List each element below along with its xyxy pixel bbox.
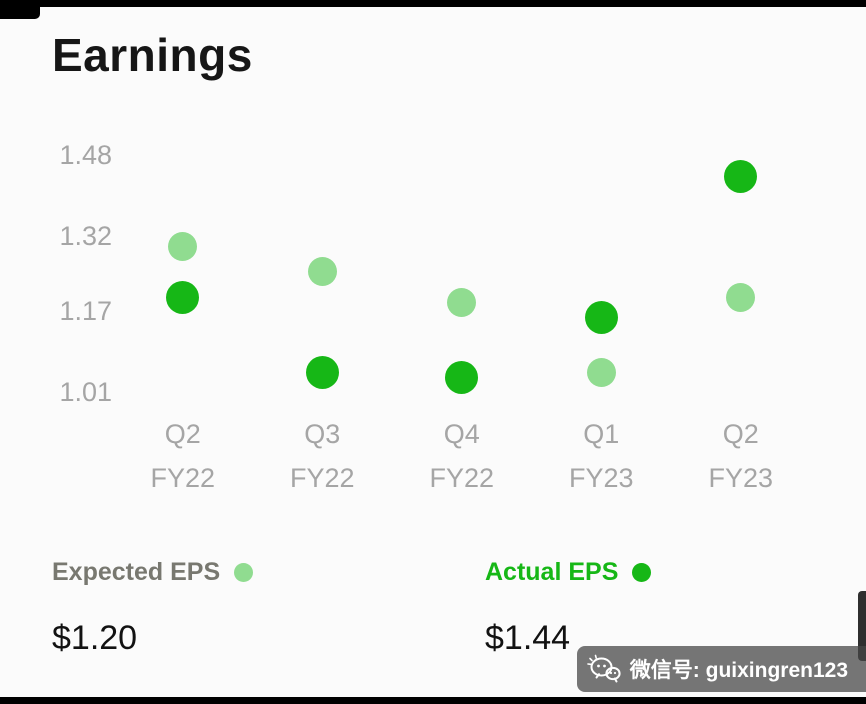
actual-eps-label: Actual EPS [485,558,619,586]
x-tick-label: Q2 FY22 [118,412,248,500]
x-tick-quarter: Q1 [583,419,620,449]
legend-expected-eps: Expected EPS [52,558,254,587]
actual-eps-point-q3-fy22[interactable] [305,356,339,390]
expected-eps-point-q3-fy22[interactable] [307,257,337,287]
expected-eps-label: Expected EPS [52,558,221,586]
x-tick-label: Q2 FY23 [676,412,806,500]
x-tick-quarter: Q3 [304,419,341,449]
top-border [0,0,866,7]
expected-eps-legend-dot [234,563,254,582]
actual-eps-point-q2-fy23[interactable] [724,159,758,193]
bottom-border [0,697,866,704]
x-tick-label: Q4 FY22 [397,412,527,500]
actual-eps-point-q1-fy23[interactable] [584,300,618,334]
expected-eps-point-q1-fy23[interactable] [586,358,616,388]
page-title: Earnings [52,29,253,81]
x-tick-label: Q1 FY23 [536,412,666,500]
actual-eps-legend-dot [632,563,652,582]
x-tick-fiscal-year: FY22 [289,463,355,493]
y-tick-label: 1.32 [59,220,112,251]
x-tick-fiscal-year: FY23 [708,463,774,493]
actual-eps-point-q2-fy22[interactable] [166,280,200,314]
y-tick-label: 1.01 [59,377,112,407]
legend-actual-eps: Actual EPS [485,558,652,587]
top-left-mark [0,0,40,19]
x-tick-fiscal-year: FY22 [150,463,216,493]
watermark-text: 微信号: guixingren123 [629,659,848,682]
y-tick-label: 1.17 [59,296,112,327]
expected-eps-point-q2-fy23[interactable] [726,282,756,312]
expected-eps-point-q2-fy22[interactable] [168,232,198,262]
actual-eps-point-q4-fy22[interactable] [445,361,479,395]
x-tick-label: Q3 FY22 [257,412,387,500]
watermark: 微信号: guixingren123 [576,646,866,692]
expected-eps-point-q4-fy22[interactable] [447,287,477,317]
x-tick-quarter: Q2 [164,419,201,449]
actual-eps-value: $1.44 [485,619,571,657]
x-tick-quarter: Q4 [443,419,480,449]
wechat-icon [586,654,621,684]
x-tick-fiscal-year: FY23 [568,463,634,493]
y-tick-label: 1.48 [59,139,112,170]
expected-eps-value: $1.20 [52,619,138,657]
x-tick-fiscal-year: FY22 [429,463,495,493]
x-tick-quarter: Q2 [722,419,759,449]
right-edge-mark [858,591,866,661]
